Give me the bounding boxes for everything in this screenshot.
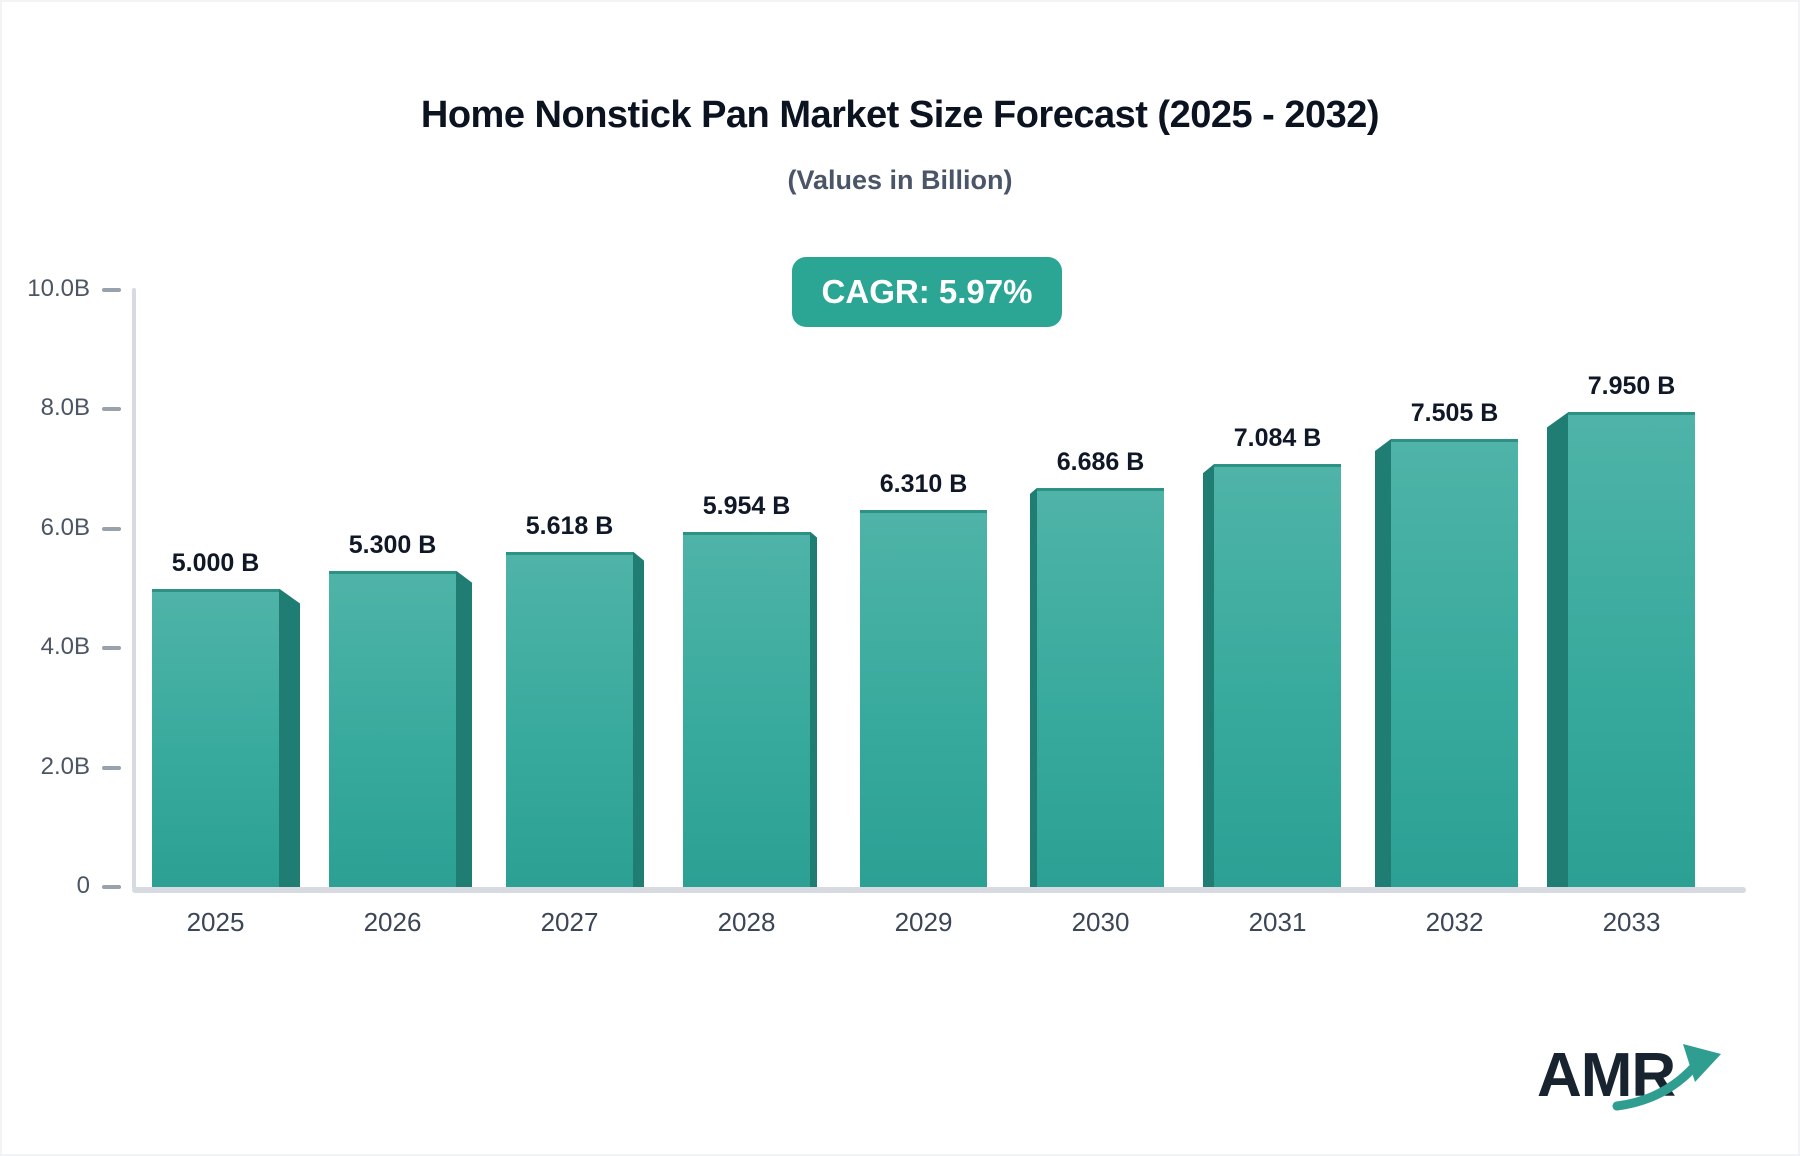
bar-2027: [506, 551, 633, 887]
bar-value-label: 5.000 B: [171, 548, 260, 577]
cagr-badge-label: CAGR: 5.97%: [821, 273, 1033, 310]
bar-value-label: 7.950 B: [1587, 372, 1676, 401]
x-axis-tick-label: 2031: [1248, 907, 1307, 937]
bar-value-label: 6.686 B: [1056, 447, 1145, 476]
y-axis-tick-mark: [102, 765, 121, 770]
bar-side-face: [810, 531, 817, 887]
x-axis-tick-label: 2032: [1425, 907, 1484, 937]
y-axis-tick-mark: [102, 288, 121, 292]
y-axis-tick-label: 4.0B: [40, 633, 90, 661]
x-axis-tick-label: 2033: [1602, 907, 1661, 937]
y-axis-tick-label: 0: [76, 872, 90, 899]
bar-side-face: [633, 551, 644, 887]
bar-value-label: 5.618 B: [525, 511, 614, 540]
bar-side-face: [279, 588, 300, 887]
bar-2028: [683, 531, 810, 887]
bar-2032: [1391, 438, 1518, 887]
y-axis-tick-label: 6.0B: [40, 513, 90, 541]
bar-value-label: 7.084 B: [1233, 424, 1322, 453]
x-axis-baseline: [132, 887, 1746, 893]
cagr-badge: CAGR: 5.97%: [792, 257, 1062, 327]
y-axis-tick-mark: [102, 526, 121, 531]
y-axis-tick-mark: [102, 407, 121, 412]
bar-2026: [329, 570, 456, 887]
bar-side-face: [1547, 412, 1568, 887]
chart-subtitle: (Values in Billion): [787, 165, 1013, 195]
y-axis-tick-label: 8.0B: [40, 394, 90, 422]
chart-title: Home Nonstick Pan Market Size Forecast (…: [420, 94, 1380, 136]
x-axis-tick-label: 2027: [540, 907, 599, 937]
bar-value-label: 5.954 B: [702, 491, 791, 520]
amr-logo: AMR: [1537, 1040, 1727, 1120]
bar-value-label: 6.310 B: [879, 470, 968, 499]
bar-value-label: 5.300 B: [348, 530, 437, 559]
y-axis-tick-label: 2.0B: [40, 752, 90, 780]
x-axis-tick-label: 2025: [186, 907, 245, 937]
y-axis-tick-mark: [102, 885, 121, 889]
bar-side-face: [1030, 487, 1037, 887]
y-axis-tick-label: 10.0B: [27, 275, 90, 302]
x-axis-tick-label: 2029: [894, 907, 953, 937]
bar-value-label: 7.505 B: [1410, 398, 1499, 427]
bar-2030: [1037, 487, 1164, 887]
bar-2031: [1214, 464, 1341, 887]
bar-2033: [1568, 412, 1695, 887]
y-axis-tick-mark: [102, 646, 121, 651]
bar-2029: [860, 510, 987, 887]
x-axis-tick-label: 2026: [363, 907, 422, 937]
y-axis-line: [132, 288, 136, 889]
bar-2025: [152, 588, 279, 887]
x-axis-tick-label: 2030: [1071, 907, 1130, 937]
bar-side-face: [1375, 438, 1391, 887]
x-axis-tick-label: 2028: [717, 907, 776, 937]
bar-side-face: [1203, 464, 1214, 887]
bar-side-face: [456, 570, 472, 887]
growth-arrow-icon: [1612, 1044, 1721, 1111]
